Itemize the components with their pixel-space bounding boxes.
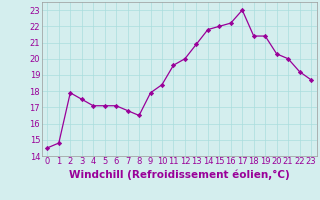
X-axis label: Windchill (Refroidissement éolien,°C): Windchill (Refroidissement éolien,°C) [69, 169, 290, 180]
